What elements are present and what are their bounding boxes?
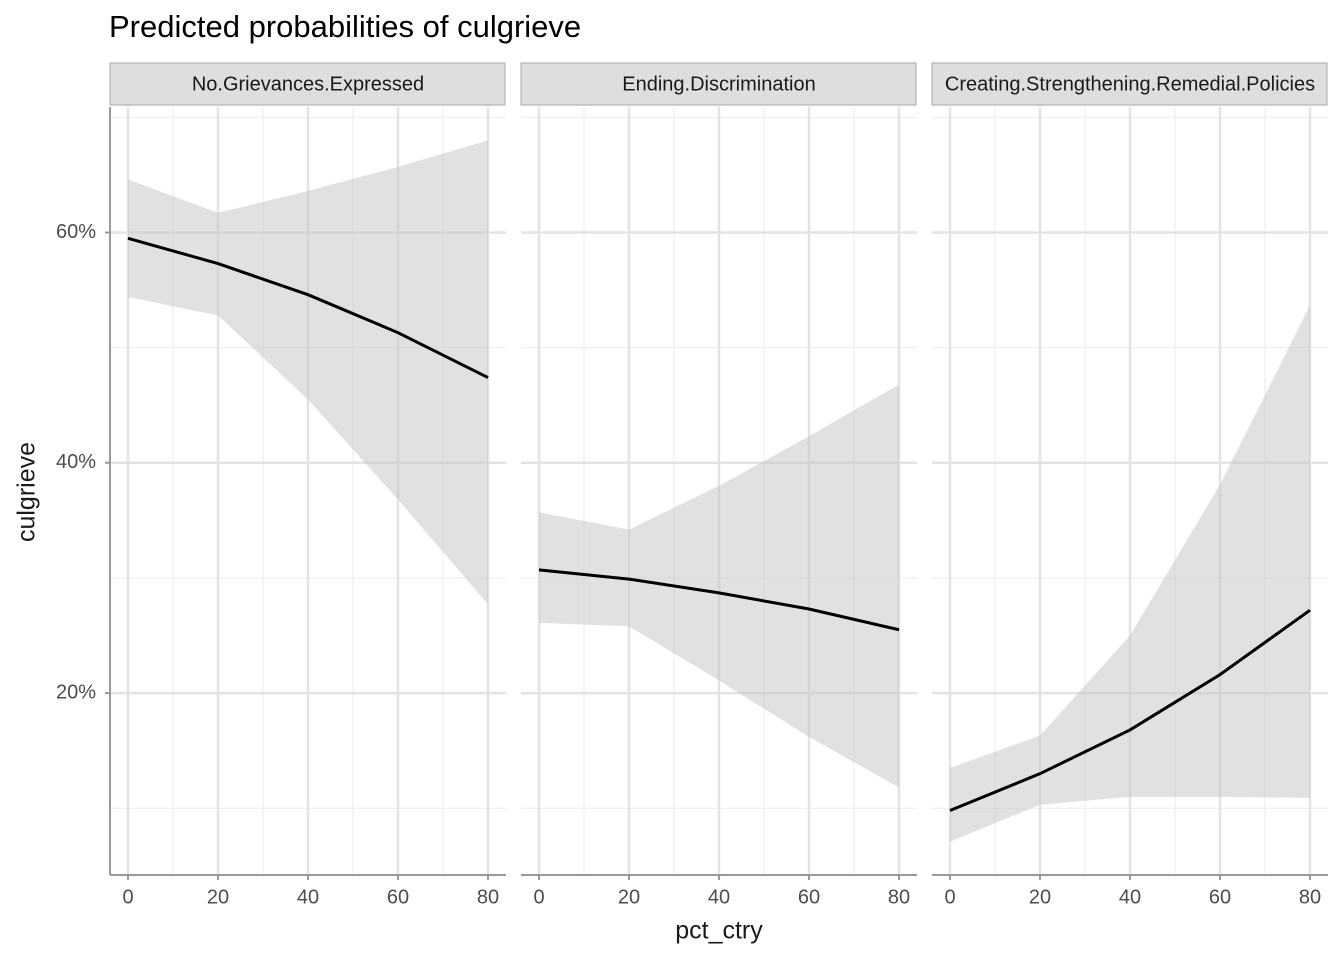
x-tick-label: 20 — [618, 886, 640, 908]
x-tick-label: 80 — [1299, 886, 1321, 908]
strip — [109, 62, 506, 106]
x-tick-label: 0 — [122, 886, 133, 908]
x-tick-label: 20 — [207, 886, 229, 908]
strip — [931, 62, 1328, 106]
x-tick-label: 80 — [888, 886, 910, 908]
x-tick-label: 0 — [944, 886, 955, 908]
x-tick-label: 0 — [533, 886, 544, 908]
line — [538, 568, 900, 632]
facet-title: Creating.Strengthening.Remedial.Policies — [945, 73, 1315, 95]
y-tick-label: 20% — [56, 681, 96, 703]
x-tick-label: 60 — [387, 886, 409, 908]
line — [949, 608, 1311, 812]
facet-title: No.Grievances.Expressed — [192, 73, 424, 95]
x-tick-label: 40 — [1119, 886, 1141, 908]
strip — [520, 62, 917, 106]
x-tick-label: 60 — [798, 886, 820, 908]
chart-title: Predicted probabilities of culgrieve — [109, 9, 581, 44]
confidence-band — [950, 305, 1310, 842]
y-tick-label: 40% — [56, 451, 96, 473]
confidence-band — [539, 384, 899, 788]
confidence-band — [128, 140, 488, 605]
x-tick-label: 60 — [1209, 886, 1231, 908]
facet-title: Ending.Discrimination — [622, 73, 815, 95]
x-tick-label: 40 — [708, 886, 730, 908]
line — [127, 236, 489, 379]
x-tick-label: 40 — [297, 886, 319, 908]
x-axis-label: pct_ctry — [675, 917, 763, 945]
x-tick-label: 80 — [477, 886, 499, 908]
y-axis-label: culgrieve — [13, 442, 41, 542]
x-tick-label: 20 — [1029, 886, 1051, 908]
y-tick-label: 60% — [56, 221, 96, 243]
